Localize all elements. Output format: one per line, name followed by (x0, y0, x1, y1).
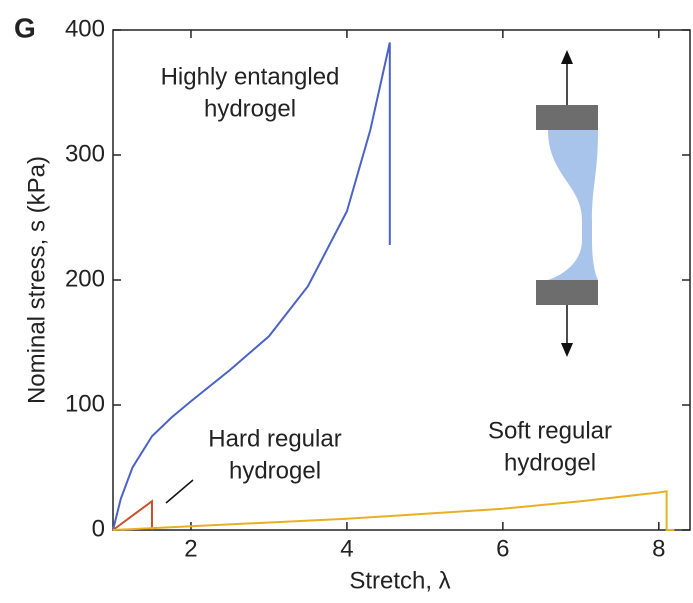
y-tick-label: 200 (65, 265, 105, 292)
annotation: hydrogel (229, 457, 321, 484)
y-tick-label: 400 (65, 15, 105, 42)
specimen-icon (536, 50, 598, 357)
annotation: Soft regular (488, 417, 612, 444)
plot-frame (112, 29, 691, 531)
x-tick-label: 8 (652, 535, 665, 562)
x-tick-label: 6 (496, 535, 509, 562)
data-line (112, 490, 675, 531)
annotation: hydrogel (504, 449, 596, 476)
data-line (112, 499, 153, 531)
x-axis-label: Stretch, λ (349, 567, 450, 594)
y-axis-label: Nominal stress, s (kPa) (23, 156, 50, 404)
x-tick-label: 4 (340, 535, 353, 562)
y-tick-label: 0 (92, 515, 105, 542)
x-tick-label: 2 (184, 535, 197, 562)
panel-label: G (14, 12, 36, 43)
annotation-pointer (165, 479, 194, 504)
annotation: Hard regular (208, 425, 341, 452)
y-tick-label: 300 (65, 140, 105, 167)
annotation: Highly entangled (161, 63, 340, 90)
annotation: hydrogel (204, 95, 296, 122)
data-line (112, 42, 391, 531)
y-tick-label: 100 (65, 390, 105, 417)
